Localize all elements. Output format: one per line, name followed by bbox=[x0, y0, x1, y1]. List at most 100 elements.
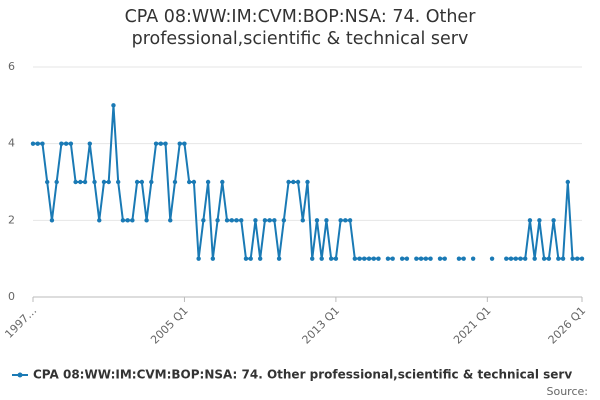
data-point bbox=[324, 218, 329, 223]
data-point bbox=[333, 256, 339, 261]
data-point bbox=[73, 179, 78, 185]
data-point bbox=[305, 179, 310, 185]
data-point bbox=[319, 256, 324, 261]
data-point bbox=[295, 179, 301, 185]
data-point bbox=[390, 256, 395, 261]
x-tick-label: 2013 Q1 bbox=[300, 304, 343, 347]
data-point bbox=[101, 179, 107, 185]
data-point bbox=[489, 256, 495, 261]
source: Source: bbox=[547, 385, 589, 398]
y-tick-label: 6 bbox=[8, 60, 15, 73]
data-point bbox=[338, 218, 343, 223]
data-point bbox=[40, 141, 45, 146]
data-point bbox=[201, 218, 206, 223]
data-point bbox=[215, 218, 220, 223]
data-point bbox=[191, 179, 197, 185]
data-point bbox=[30, 141, 36, 146]
data-point bbox=[111, 103, 116, 108]
data-point bbox=[537, 218, 542, 223]
chart-title: CPA 08:WW:IM:CVM:BOP:NSA: 74. Other prof… bbox=[124, 7, 476, 49]
data-point bbox=[272, 218, 277, 223]
data-point bbox=[168, 218, 173, 223]
data-point bbox=[532, 256, 537, 261]
data-point bbox=[82, 179, 88, 185]
data-point bbox=[579, 256, 585, 261]
data-point bbox=[267, 218, 272, 223]
data-point bbox=[291, 179, 296, 185]
data-point bbox=[120, 218, 126, 223]
data-point bbox=[262, 218, 268, 223]
data-point bbox=[461, 256, 466, 261]
data-point bbox=[527, 218, 533, 223]
data-point bbox=[130, 218, 135, 223]
data-point bbox=[35, 141, 40, 146]
data-point bbox=[115, 179, 121, 185]
data-point bbox=[546, 256, 552, 261]
data-point bbox=[97, 218, 102, 223]
data-point bbox=[186, 179, 192, 185]
data-point bbox=[276, 256, 282, 261]
data-point bbox=[418, 256, 424, 261]
data-point bbox=[220, 179, 225, 185]
data-point bbox=[248, 256, 253, 261]
data-point bbox=[343, 218, 348, 223]
data-point bbox=[399, 256, 405, 261]
data-point bbox=[442, 256, 447, 261]
data-point bbox=[68, 141, 74, 146]
data-point bbox=[513, 256, 518, 261]
data-point bbox=[551, 218, 556, 223]
data-point bbox=[134, 179, 140, 185]
data-point bbox=[54, 179, 59, 185]
data-point bbox=[414, 256, 419, 261]
data-point bbox=[92, 179, 97, 185]
data-point bbox=[423, 256, 429, 261]
data-point bbox=[139, 179, 145, 185]
legend-swatch-dot bbox=[17, 372, 23, 378]
data-point bbox=[205, 179, 211, 185]
data-point bbox=[106, 179, 111, 185]
data-point bbox=[253, 218, 258, 223]
data-point bbox=[437, 256, 443, 261]
data-point bbox=[210, 256, 216, 261]
data-point bbox=[518, 256, 523, 261]
data-point bbox=[239, 218, 244, 223]
data-point bbox=[565, 179, 571, 185]
data-point bbox=[144, 218, 149, 223]
y-tick-label: 2 bbox=[8, 213, 15, 226]
data-point bbox=[575, 256, 580, 261]
data-point bbox=[158, 141, 163, 146]
data-point bbox=[314, 218, 320, 223]
data-point bbox=[541, 256, 547, 261]
data-point bbox=[570, 256, 575, 261]
data-point bbox=[78, 179, 83, 185]
data-point bbox=[44, 179, 50, 185]
data-point bbox=[310, 256, 315, 261]
data-point bbox=[523, 256, 528, 261]
y-tick-label: 0 bbox=[8, 290, 15, 303]
data-point bbox=[371, 256, 376, 261]
y-tick-label: 4 bbox=[8, 137, 15, 150]
data-point bbox=[376, 256, 381, 261]
data-point bbox=[347, 218, 353, 223]
data-point bbox=[182, 141, 187, 146]
data-point bbox=[153, 141, 159, 146]
data-point bbox=[172, 179, 178, 185]
data-point bbox=[229, 218, 234, 223]
data-point bbox=[357, 256, 362, 261]
data-point bbox=[224, 218, 230, 223]
data-point bbox=[428, 256, 433, 261]
x-tick-label: 1997… bbox=[2, 304, 39, 341]
legend-label: CPA 08:WW:IM:CVM:BOP:NSA: 74. Other prof… bbox=[33, 368, 572, 382]
data-point bbox=[59, 141, 64, 146]
x-tick-label: 2005 Q1 bbox=[148, 304, 191, 347]
data-point bbox=[504, 256, 509, 261]
data-point bbox=[243, 256, 249, 261]
data-point bbox=[257, 256, 263, 261]
data-point bbox=[87, 141, 92, 146]
data-point bbox=[385, 256, 391, 261]
data-point bbox=[508, 256, 514, 261]
x-tick-label: 2021 Q1 bbox=[451, 304, 494, 347]
data-point bbox=[362, 256, 367, 261]
